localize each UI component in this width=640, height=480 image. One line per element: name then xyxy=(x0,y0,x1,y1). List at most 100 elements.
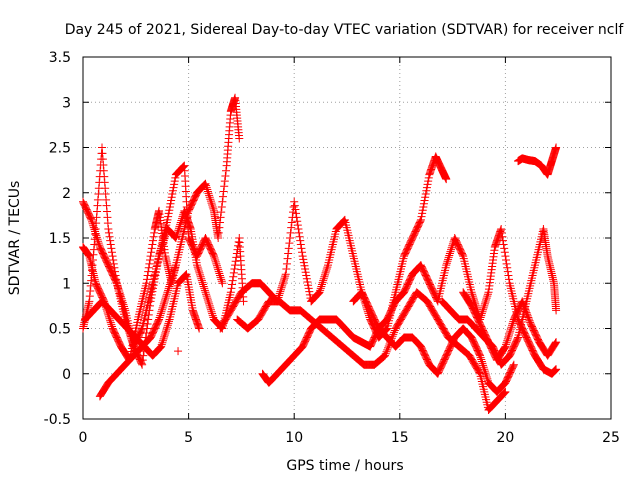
data-point-marker xyxy=(158,242,167,251)
data-point-marker xyxy=(195,324,204,333)
data-point-marker xyxy=(171,234,180,242)
data-point-marker xyxy=(157,244,166,253)
data-point-marker xyxy=(199,282,208,291)
data-point-marker xyxy=(442,175,451,184)
data-point-marker xyxy=(201,288,210,297)
data-point-marker xyxy=(433,296,442,305)
data-point-marker xyxy=(217,208,226,217)
data-point-marker xyxy=(447,245,456,254)
y-tick-label: 2 xyxy=(62,186,71,202)
data-point-marker xyxy=(232,253,241,262)
data-point-marker xyxy=(138,360,147,369)
data-point-marker xyxy=(105,232,114,241)
data-point-marker xyxy=(164,212,173,221)
data-point-marker xyxy=(209,252,218,261)
data-point-marker xyxy=(194,265,203,274)
data-point-marker xyxy=(209,204,218,213)
data-point-marker xyxy=(164,286,173,295)
data-point-marker xyxy=(390,326,399,335)
data-point-marker xyxy=(300,261,309,270)
data-point-marker xyxy=(278,281,287,290)
data-point-marker xyxy=(290,197,299,206)
data-point-marker xyxy=(284,249,293,258)
data-point-marker xyxy=(292,209,301,218)
data-point-marker xyxy=(154,316,163,325)
data-point-marker xyxy=(181,271,190,280)
data-point-marker xyxy=(281,272,290,281)
data-point-marker xyxy=(89,221,98,230)
data-point-marker xyxy=(106,318,115,327)
data-point-marker xyxy=(399,288,408,297)
data-point-marker xyxy=(161,296,170,305)
data-point-marker xyxy=(222,166,231,175)
data-point-marker xyxy=(195,268,204,277)
data-point-marker xyxy=(284,244,293,253)
x-tick-label: 25 xyxy=(602,430,620,446)
data-point-marker xyxy=(418,206,427,215)
data-point-marker xyxy=(298,252,307,261)
data-point-marker xyxy=(276,287,285,296)
data-point-marker xyxy=(162,292,171,301)
data-point-marker xyxy=(104,228,113,237)
data-point-marker xyxy=(161,294,170,303)
data-point-marker xyxy=(207,307,216,316)
data-point-marker xyxy=(218,192,227,201)
data-point-marker xyxy=(497,228,506,237)
data-point-marker xyxy=(229,272,238,281)
data-point-marker xyxy=(505,352,514,361)
data-point-marker xyxy=(145,334,154,343)
data-point-marker xyxy=(202,290,211,299)
data-point-marker xyxy=(167,274,176,283)
data-point-marker xyxy=(159,238,168,247)
data-point-marker xyxy=(295,228,304,237)
data-point-marker xyxy=(295,232,304,241)
data-point-marker xyxy=(296,240,305,249)
data-point-marker xyxy=(203,187,212,196)
data-point-marker xyxy=(507,323,516,332)
data-point-marker xyxy=(147,244,156,253)
data-point-marker xyxy=(285,239,294,248)
data-point-marker xyxy=(504,332,513,341)
x-tick-label: 10 xyxy=(285,430,303,446)
data-point-marker xyxy=(285,234,294,242)
data-point-marker xyxy=(513,334,522,343)
data-point-marker xyxy=(164,319,173,328)
data-point-marker xyxy=(177,216,186,225)
data-point-marker xyxy=(501,387,510,396)
data-point-marker xyxy=(206,197,215,206)
data-point-marker xyxy=(302,274,311,283)
data-point-marker xyxy=(209,250,218,259)
data-point-marker xyxy=(164,209,173,218)
data-point-marker xyxy=(478,307,487,316)
data-point-marker xyxy=(213,263,222,272)
data-point-marker xyxy=(422,183,431,192)
data-point-marker xyxy=(297,244,306,253)
data-point-marker xyxy=(234,237,243,246)
data-point-marker xyxy=(202,292,211,301)
data-point-marker xyxy=(298,248,307,257)
data-point-marker xyxy=(500,344,509,353)
data-point-marker xyxy=(205,301,214,310)
x-axis-label: GPS time / hours xyxy=(286,458,403,474)
data-point-marker xyxy=(498,232,507,241)
data-point-marker xyxy=(506,327,515,336)
data-point-marker xyxy=(445,251,454,260)
data-point-marker xyxy=(158,303,167,312)
data-point-marker xyxy=(287,223,296,232)
data-point-marker xyxy=(168,186,177,195)
y-tick-label: 0 xyxy=(62,367,71,383)
data-point-marker xyxy=(503,267,512,276)
data-point-marker xyxy=(298,343,307,352)
data-point-marker xyxy=(107,248,116,257)
data-point-marker xyxy=(384,343,393,352)
data-point-marker xyxy=(275,289,284,298)
data-point-marker xyxy=(421,190,430,199)
data-point-marker xyxy=(552,143,561,152)
data-point-marker xyxy=(106,316,115,325)
data-point-marker xyxy=(500,389,509,398)
data-point-marker xyxy=(179,162,188,171)
data-point-marker xyxy=(497,224,506,233)
data-point-marker xyxy=(282,259,291,268)
data-point-marker xyxy=(165,206,174,215)
data-point-marker xyxy=(170,266,179,275)
